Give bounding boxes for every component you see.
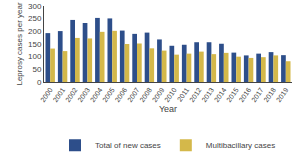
- svg-text:2000: 2000: [39, 86, 54, 103]
- svg-text:2007: 2007: [126, 86, 141, 103]
- svg-text:2001: 2001: [52, 86, 67, 103]
- svg-text:Leprosy cases per year: Leprosy cases per year: [15, 2, 24, 85]
- svg-text:250: 250: [28, 14, 42, 23]
- svg-text:2010: 2010: [163, 86, 178, 103]
- svg-text:2005: 2005: [101, 86, 116, 103]
- svg-text:2009: 2009: [151, 86, 166, 103]
- svg-text:2015: 2015: [225, 86, 240, 103]
- svg-text:Total of new cases: Total of new cases: [95, 141, 161, 150]
- svg-text:Year: Year: [159, 104, 177, 114]
- svg-text:2008: 2008: [138, 86, 153, 103]
- svg-text:2019: 2019: [275, 86, 290, 103]
- svg-text:2017: 2017: [250, 86, 265, 103]
- svg-text:150: 150: [28, 40, 42, 49]
- svg-text:Multibacillary cases: Multibacillary cases: [206, 141, 275, 150]
- svg-text:2013: 2013: [200, 86, 215, 103]
- svg-text:0: 0: [37, 78, 42, 87]
- svg-text:2014: 2014: [213, 86, 228, 103]
- svg-text:100: 100: [28, 52, 42, 61]
- svg-text:2002: 2002: [64, 86, 79, 103]
- svg-text:2004: 2004: [89, 86, 104, 103]
- svg-text:2012: 2012: [188, 86, 203, 103]
- svg-text:2016: 2016: [238, 86, 253, 103]
- svg-text:50: 50: [32, 65, 41, 74]
- svg-text:200: 200: [28, 27, 42, 36]
- svg-text:300: 300: [28, 2, 42, 11]
- svg-text:2003: 2003: [76, 86, 91, 103]
- svg-text:2011: 2011: [176, 86, 190, 102]
- svg-text:2018: 2018: [262, 86, 277, 103]
- svg-text:2006: 2006: [114, 86, 129, 103]
